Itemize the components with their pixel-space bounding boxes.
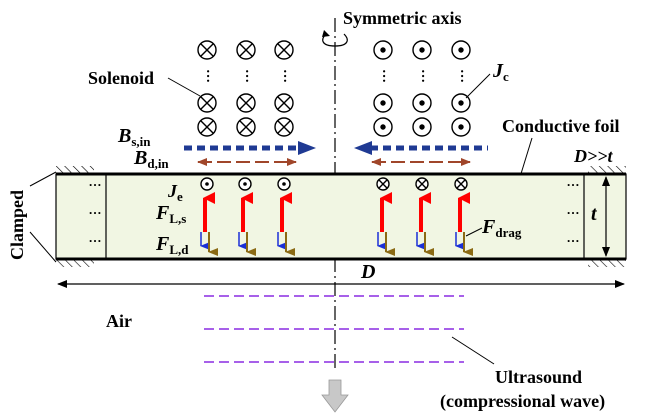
- thickness-label: t: [591, 203, 598, 225]
- fdrag-label: Fdrag: [481, 216, 522, 240]
- eddy-current-in-icon: [415, 177, 429, 191]
- ultrasound-label: Ultrasound: [495, 367, 582, 387]
- jc-leader-line: [465, 73, 491, 99]
- coil-out-of-page-icon: [373, 40, 393, 60]
- coil-out-of-page-icon: [451, 40, 471, 60]
- diameter-label: D: [360, 261, 375, 283]
- coil-into-page-icon: [197, 40, 217, 60]
- ratio-label: D>>t: [573, 146, 614, 166]
- foil-ellipsis-dots: … … … … … …: [89, 174, 580, 245]
- symmetric-axis-label: Symmetric axis: [343, 8, 461, 28]
- coil-into-page-icon: [274, 117, 294, 137]
- coil-ellipsis: …: [203, 69, 218, 83]
- clamp-hatch-bottom-left: [56, 259, 94, 267]
- ultrasound-leader-line: [451, 336, 495, 365]
- coil-into-page-icon: [236, 40, 256, 60]
- eddy-current-out-icon: [200, 177, 214, 191]
- coil-ellipsis: …: [242, 69, 257, 83]
- coil-out-of-page-icon: [373, 93, 393, 113]
- coil-out-of-page-icon: [412, 93, 432, 113]
- jc-label: Jc: [492, 60, 509, 84]
- fld-label: FL,d: [155, 233, 189, 257]
- fdrag-leader-line: [465, 227, 483, 237]
- solenoid-label: Solenoid: [88, 68, 154, 88]
- eddy-current-symbols: [200, 177, 468, 191]
- clamped-leader-bottom: [29, 231, 57, 263]
- coil-out-of-page-icon: [451, 93, 471, 113]
- propagation-down-arrow-icon: [321, 379, 349, 413]
- solenoid-coils-left: … … …: [197, 40, 295, 137]
- clamped-label: Clamped: [7, 190, 27, 260]
- eddy-current-out-icon: [238, 177, 252, 191]
- air-label: Air: [106, 311, 132, 331]
- bd-in-label: Bd,in: [133, 147, 169, 171]
- coil-ellipsis: …: [280, 69, 295, 83]
- solenoid-coils-right: … … …: [373, 40, 472, 137]
- clamp-hatch-top-left: [56, 166, 94, 174]
- fls-label: FL,s: [155, 202, 186, 226]
- coil-ellipsis: …: [379, 69, 394, 83]
- rotation-arrowhead-icon: [322, 30, 330, 37]
- foil-ellipsis: …: [567, 230, 580, 245]
- foil-ellipsis: …: [89, 202, 102, 217]
- clamped-leader-top: [29, 171, 57, 187]
- coil-into-page-icon: [274, 40, 294, 60]
- solenoid-leader-line: [167, 77, 201, 97]
- ultrasound-subtitle-label: (compressional wave): [440, 391, 605, 412]
- clamp-hatch-top-right: [588, 166, 626, 174]
- foil-ellipsis: …: [567, 174, 580, 189]
- rotation-arrow-icon: [322, 33, 348, 47]
- bs-in-arrowhead-left: [298, 141, 316, 155]
- coil-out-of-page-icon: [373, 117, 393, 137]
- coil-out-of-page-icon: [412, 40, 432, 60]
- eddy-current-in-icon: [376, 177, 390, 191]
- coil-out-of-page-icon: [412, 117, 432, 137]
- coil-ellipsis: …: [418, 69, 433, 83]
- foil-ellipsis: …: [89, 230, 102, 245]
- coil-ellipsis: …: [457, 69, 472, 83]
- je-label: Je: [167, 181, 183, 204]
- lorentz-force-arrows: [200, 192, 473, 256]
- coil-into-page-icon: [197, 117, 217, 137]
- coil-into-page-icon: [274, 93, 294, 113]
- eddy-current-in-icon: [454, 177, 468, 191]
- coil-into-page-icon: [236, 117, 256, 137]
- bs-in-label: Bs,in: [117, 125, 151, 149]
- conductive-foil: [55, 173, 627, 260]
- conductive-foil-label: Conductive foil: [502, 116, 620, 136]
- coil-out-of-page-icon: [451, 117, 471, 137]
- bs-in-arrowhead-right: [354, 141, 372, 155]
- coil-into-page-icon: [236, 93, 256, 113]
- clamp-hatch-bottom-right: [588, 259, 626, 267]
- eddy-current-out-icon: [277, 177, 291, 191]
- foil-ellipsis: …: [567, 202, 580, 217]
- coil-into-page-icon: [197, 93, 217, 113]
- foil-ellipsis: …: [89, 174, 102, 189]
